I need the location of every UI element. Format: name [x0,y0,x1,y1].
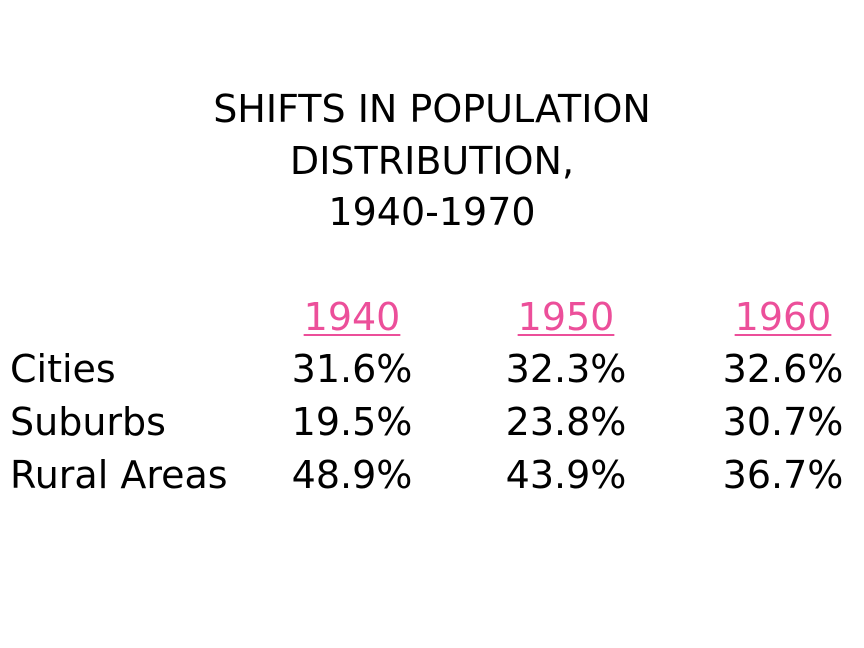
column-header: 1940 [303,295,401,339]
cell: 31.6% [291,347,413,391]
column-header: 1950 [517,295,615,339]
row-label: Rural Areas [10,453,228,497]
cell: 32.6% [722,347,844,391]
cell: 43.9% [505,453,627,497]
row-label: Suburbs [10,400,166,444]
cell: 30.7% [722,400,844,444]
column-header: 1960 [734,295,832,339]
row-label: Cities [10,347,116,391]
title-line: 1940-1970 [328,190,536,234]
cell: 19.5% [291,400,413,444]
title-line: SHIFTS IN POPULATION [213,87,651,131]
cell: 23.8% [505,400,627,444]
title-line: DISTRIBUTION, [289,139,575,183]
cell: 36.7% [722,453,844,497]
cell: 32.3% [505,347,627,391]
cell: 48.9% [291,453,413,497]
